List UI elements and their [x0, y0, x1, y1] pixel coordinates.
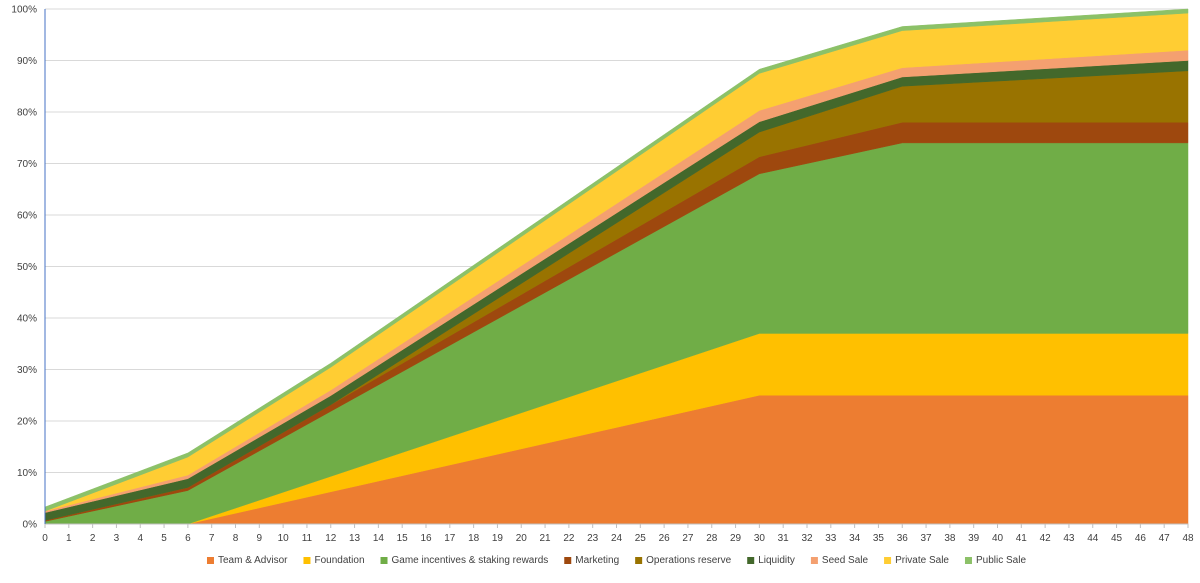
x-tick-label: 25	[635, 533, 647, 544]
x-tick-label: 17	[444, 533, 456, 544]
x-tick-label: 41	[1016, 533, 1028, 544]
x-tick-label: 31	[778, 533, 790, 544]
legend-label: Game incentives & staking rewards	[392, 555, 549, 566]
x-tick-label: 34	[849, 533, 861, 544]
axes	[44, 9, 1189, 528]
x-tick-label: 24	[611, 533, 623, 544]
legend-swatch	[564, 557, 572, 564]
x-tick-label: 12	[325, 533, 337, 544]
y-tick-label: 30%	[17, 365, 37, 376]
x-tick-label: 33	[825, 533, 837, 544]
legend-swatch	[380, 557, 388, 564]
x-tick-label: 29	[730, 533, 742, 544]
x-tick-label: 37	[921, 533, 933, 544]
area-series-public-sale	[44, 8, 1189, 512]
y-tick-labels: 0% 10% 20% 30% 40% 50% 60% 70% 80% 90% 100%	[11, 5, 37, 531]
legend: Team & Advisor Foundation Game incentives …	[206, 555, 1026, 566]
x-tick-label: 45	[1111, 533, 1123, 544]
x-tick-label: 3	[114, 533, 120, 544]
legend-swatch	[964, 557, 972, 564]
y-tick-label: 70%	[17, 159, 37, 170]
x-tick-label: 18	[468, 533, 480, 544]
x-tick-label: 30	[754, 533, 766, 544]
y-tick-label: 100%	[11, 5, 37, 16]
x-tick-label: 43	[1063, 533, 1075, 544]
x-tick-label: 5	[161, 533, 167, 544]
x-tick-label: 0	[42, 533, 48, 544]
legend-label: Public Sale	[976, 555, 1026, 566]
legend-swatch	[884, 557, 892, 564]
y-tick-label: 90%	[17, 56, 37, 67]
x-tick-label: 9	[257, 533, 263, 544]
x-tick-label: 48	[1182, 533, 1194, 544]
legend-label: Private Sale	[895, 555, 949, 566]
x-tick-label: 2	[90, 533, 96, 544]
legend-label: Foundation	[314, 555, 364, 566]
legend-swatch	[303, 557, 311, 564]
y-tick-label: 20%	[17, 417, 37, 428]
y-tick-label: 50%	[17, 262, 37, 273]
y-tick-label: 0%	[23, 520, 38, 531]
y-tick-label: 60%	[17, 211, 37, 222]
x-tick-label: 13	[349, 533, 361, 544]
legend-label: Liquidity	[758, 555, 795, 566]
legend-swatch	[206, 557, 214, 564]
x-tick-label: 20	[516, 533, 528, 544]
x-tick-label: 47	[1159, 533, 1171, 544]
legend-label: Team & Advisor	[218, 555, 288, 566]
x-tick-label: 36	[897, 533, 909, 544]
x-tick-label: 38	[944, 533, 956, 544]
x-tick-label: 32	[801, 533, 813, 544]
x-tick-label: 11	[302, 533, 313, 544]
legend-swatch	[747, 557, 755, 564]
x-tick-label: 14	[373, 533, 385, 544]
x-tick-label: 42	[1040, 533, 1052, 544]
x-tick-labels: 0 1 2 3 4 5 6 7 8 9 10 11 12 13 14 15 16 17 18 19 20 21 22 23 24…	[42, 533, 1194, 544]
x-tick-label: 16	[420, 533, 432, 544]
x-tick-label: 23	[587, 533, 599, 544]
x-tick-label: 22	[563, 533, 575, 544]
x-tick-label: 28	[706, 533, 718, 544]
legend-swatch	[635, 557, 643, 564]
y-tick-label: 10%	[17, 468, 37, 479]
series-areas	[44, 8, 1189, 525]
x-tick-label: 46	[1135, 533, 1147, 544]
y-tick-label: 40%	[17, 314, 37, 325]
x-tick-label: 27	[682, 533, 694, 544]
legend-swatch	[810, 557, 818, 564]
x-tick-label: 1	[66, 533, 72, 544]
x-tick-label: 19	[492, 533, 504, 544]
legend-label: Seed Sale	[822, 555, 869, 566]
x-tick-label: 15	[397, 533, 409, 544]
x-tick-label: 4	[137, 533, 143, 544]
x-tick-label: 26	[659, 533, 671, 544]
x-tick-label: 7	[209, 533, 215, 544]
y-tick-label: 80%	[17, 108, 37, 119]
x-tick-label: 6	[185, 533, 191, 544]
x-tick-label: 10	[278, 533, 290, 544]
x-tick-label: 39	[968, 533, 980, 544]
legend-label: Marketing	[575, 555, 619, 566]
legend-label: Operations reserve	[646, 555, 731, 566]
x-tick-label: 40	[992, 533, 1004, 544]
x-tick-label: 44	[1087, 533, 1099, 544]
x-tick-label: 8	[233, 533, 239, 544]
x-tick-label: 35	[873, 533, 885, 544]
x-tick-label: 21	[540, 533, 552, 544]
